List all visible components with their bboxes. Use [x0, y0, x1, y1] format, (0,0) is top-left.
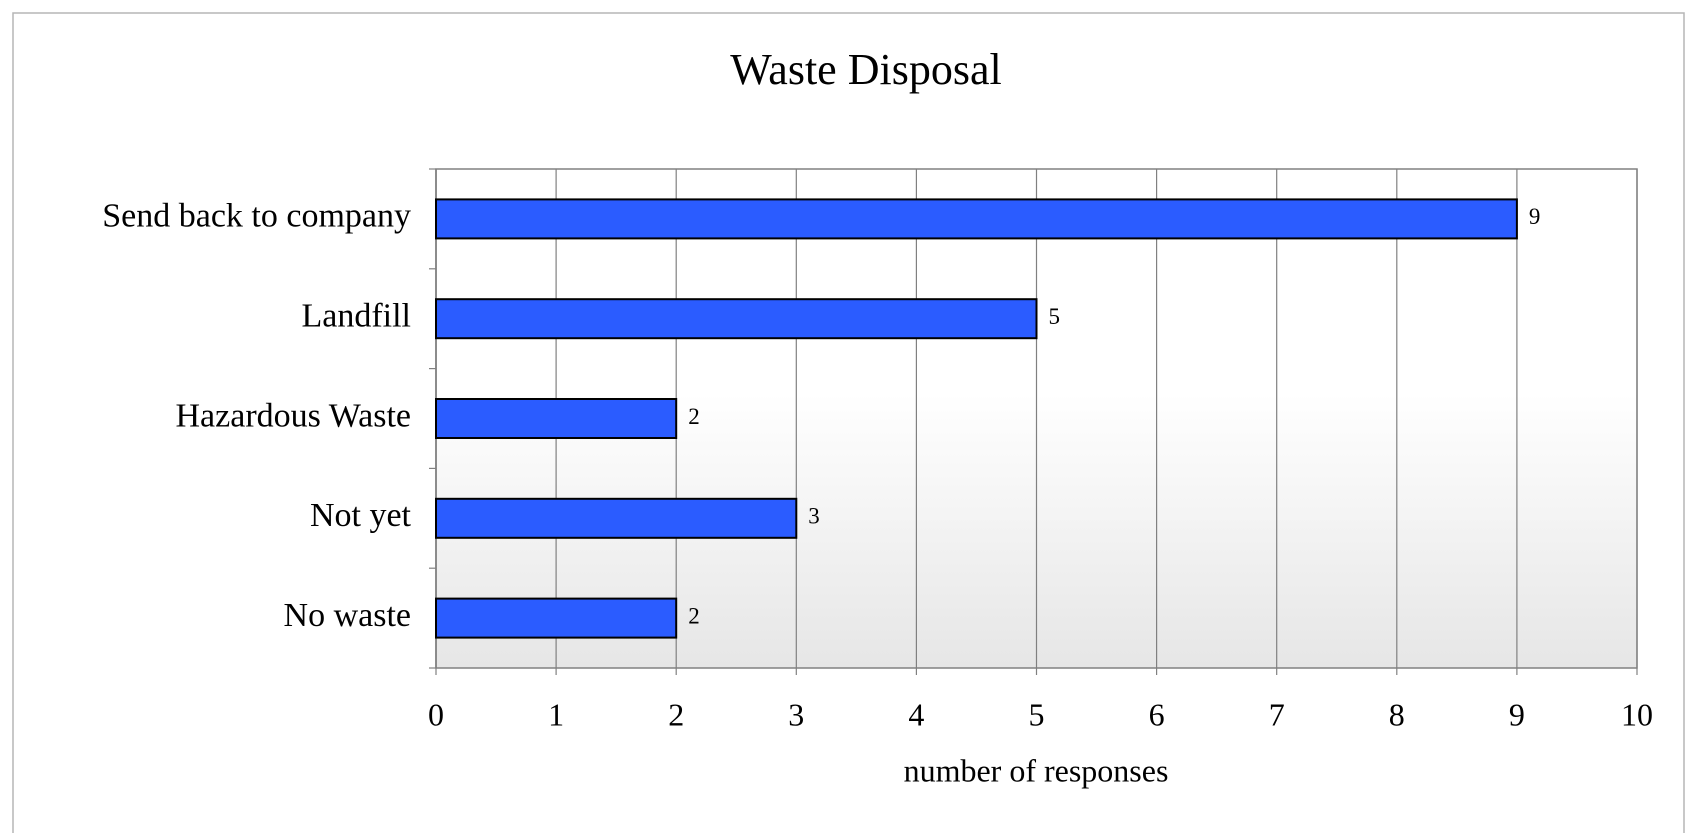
value-label: 9	[1529, 204, 1541, 229]
y-tick-label: Hazardous Waste	[176, 397, 412, 434]
x-tick-label: 4	[908, 696, 924, 732]
x-tick-label: 0	[428, 696, 444, 732]
x-tick-label: 7	[1269, 696, 1285, 732]
y-tick-label: Send back to company	[102, 198, 411, 235]
x-tick-label: 8	[1389, 696, 1405, 732]
value-label: 5	[1049, 304, 1061, 329]
y-tick-label: No waste	[284, 597, 411, 634]
bar	[435, 198, 1518, 240]
x-tick-label: 9	[1509, 696, 1525, 732]
value-label: 2	[688, 404, 700, 429]
bar	[435, 597, 678, 639]
value-label: 2	[688, 603, 700, 628]
chart-title: Waste Disposal	[730, 45, 1001, 94]
y-tick-label: Landfill	[301, 297, 411, 334]
x-tick-label: 6	[1149, 696, 1165, 732]
x-axis-label: number of responses	[904, 752, 1169, 788]
value-label: 3	[808, 504, 820, 529]
bar	[435, 497, 798, 539]
bar	[435, 298, 1038, 340]
x-tick-label: 5	[1029, 696, 1045, 732]
x-tick-label: 3	[788, 696, 804, 732]
y-tick-label: Not yet	[310, 497, 412, 534]
x-tick-label: 2	[668, 696, 684, 732]
x-tick-label: 10	[1621, 696, 1653, 732]
x-tick-label: 1	[548, 696, 564, 732]
bar	[435, 398, 678, 439]
